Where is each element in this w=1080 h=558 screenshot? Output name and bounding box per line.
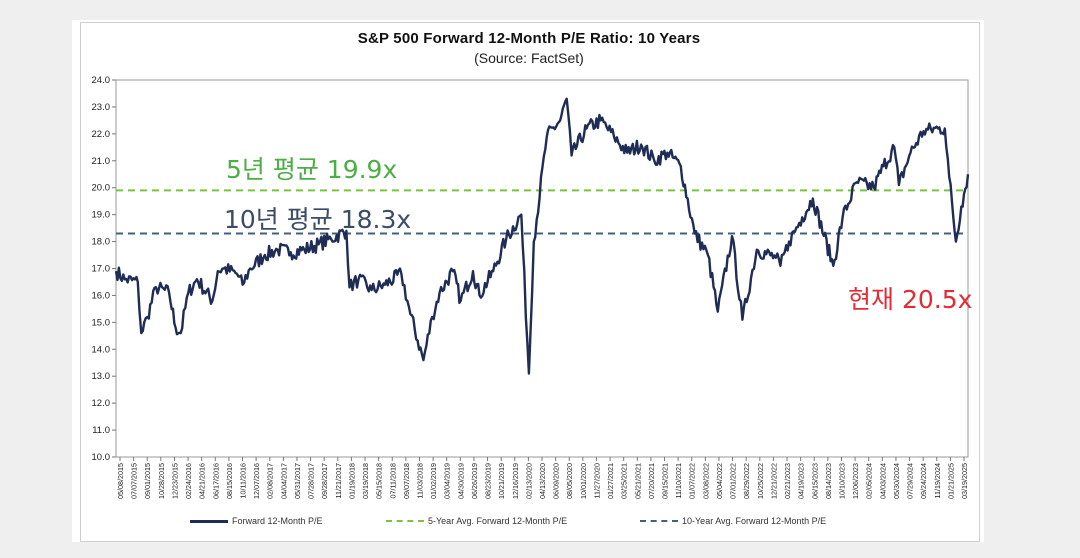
five-year-average-annotation: 5년 평균 19.9x (226, 155, 398, 184)
x-tick-label: 08/29/2022 (742, 463, 751, 499)
current-value-annotation: 현재 20.5x (848, 285, 973, 314)
legend-swatch-10y-average (640, 520, 678, 522)
y-tick-label: 19.0 (92, 210, 111, 221)
x-tick-label: 04/21/2016 (198, 463, 207, 499)
y-tick-label: 15.0 (92, 317, 111, 328)
x-tick-label: 03/19/2025 (960, 463, 969, 499)
y-tick-label: 22.0 (92, 129, 111, 140)
x-tick-label: 11/21/2017 (334, 463, 343, 498)
x-tick-label: 01/21/2025 (946, 463, 955, 499)
y-tick-label: 12.0 (92, 398, 111, 409)
x-tick-label: 07/28/2017 (307, 463, 316, 499)
legend-swatch-forward-pe (190, 519, 228, 523)
x-tick-label: 12/23/2015 (170, 463, 179, 499)
x-tick-label: 12/06/2023 (851, 463, 860, 499)
x-tick-label: 07/07/2015 (130, 463, 139, 499)
x-tick-label: 06/15/2023 (810, 463, 819, 499)
legend-item-forward-pe: Forward 12-Month P/E (190, 516, 323, 526)
y-tick-label: 18.0 (92, 237, 111, 248)
x-tick-label: 12/16/2019 (511, 463, 520, 499)
chart-subtitle: (Source: FactSet) (474, 50, 584, 66)
x-tick-label: 11/03/2018 (415, 463, 424, 498)
x-tick-label: 02/05/2024 (865, 463, 874, 499)
forward-pe-line (114, 97, 970, 375)
y-tick-label: 14.0 (92, 344, 111, 355)
x-tick-label: 09/28/2017 (320, 463, 329, 499)
legend-label-10y-average: 10-Year Avg. Forward 12-Month P/E (682, 516, 827, 526)
plot-area (115, 79, 969, 458)
x-tick-label: 10/01/2020 (579, 463, 588, 499)
x-tick-label: 04/30/2019 (456, 463, 465, 499)
x-tick-label: 09/07/2018 (402, 463, 411, 499)
legend-item-10y-average: 10-Year Avg. Forward 12-Month P/E (640, 516, 826, 526)
x-tick-label: 01/27/2021 (606, 463, 615, 499)
x-tick-label: 03/19/2018 (361, 463, 370, 499)
x-tick-label: 10/21/2019 (497, 463, 506, 499)
x-tick-label: 08/23/2019 (484, 463, 493, 499)
x-tick-label: 07/20/2021 (647, 463, 656, 499)
chart-frame (80, 22, 980, 542)
x-tick-label: 05/08/2015 (116, 463, 125, 499)
x-tick-label: 03/25/2021 (620, 463, 629, 499)
x-tick-label: 02/21/2023 (783, 463, 792, 499)
x-tick-label: 05/15/2018 (375, 463, 384, 499)
x-tick-label: 05/21/2021 (633, 463, 642, 499)
x-tick-label: 03/08/2022 (701, 463, 710, 499)
x-tick-label: 11/27/2020 (592, 463, 601, 498)
x-tick-label: 09/15/2021 (661, 463, 670, 499)
y-tick-label: 13.0 (92, 371, 111, 382)
x-tick-label: 03/04/2019 (443, 463, 452, 499)
x-tick-label: 11/10/2021 (674, 463, 683, 498)
legend-label-forward-pe: Forward 12-Month P/E (232, 516, 323, 526)
x-tick-label: 12/21/2022 (769, 463, 778, 499)
y-tick-label: 21.0 (92, 156, 111, 167)
y-tick-label: 10.0 (92, 452, 111, 463)
x-tick-label: 09/24/2024 (919, 463, 928, 499)
x-tick-label: 04/19/2023 (797, 463, 806, 499)
x-tick-label: 09/01/2015 (143, 463, 152, 499)
x-tick-label: 10/28/2015 (157, 463, 166, 499)
legend-swatch-5y-average (386, 520, 424, 522)
x-tick-label: 10/25/2022 (756, 463, 765, 499)
x-tick-label: 04/03/2024 (878, 463, 887, 499)
x-tick-label: 02/24/2016 (184, 463, 193, 499)
x-tick-label: 01/07/2022 (688, 463, 697, 499)
y-tick-label: 17.0 (92, 264, 111, 275)
x-tick-label: 07/29/2024 (906, 463, 915, 499)
x-tick-label: 10/11/2016 (239, 463, 248, 498)
y-tick-label: 16.0 (92, 290, 111, 301)
y-tick-label: 24.0 (92, 75, 111, 86)
chart-legend: Forward 12-Month P/E 5-Year Avg. Forward… (190, 516, 950, 532)
legend-label-5y-average: 5-Year Avg. Forward 12-Month P/E (428, 516, 568, 526)
x-tick-label: 05/31/2017 (293, 463, 302, 499)
y-tick-label: 20.0 (92, 183, 111, 194)
x-tick-label: 08/14/2023 (824, 463, 833, 499)
x-tick-label: 02/13/2020 (524, 463, 533, 499)
x-tick-label: 04/04/2017 (279, 463, 288, 499)
x-tick-label: 12/07/2016 (252, 463, 261, 499)
ten-year-average-annotation: 10년 평균 18.3x (224, 205, 412, 234)
x-tick-label: 08/15/2016 (225, 463, 234, 499)
x-tick-label: 06/26/2019 (470, 463, 479, 499)
legend-item-5y-average: 5-Year Avg. Forward 12-Month P/E (386, 516, 567, 526)
x-tick-label: 08/05/2020 (565, 463, 574, 499)
x-tick-label: 05/30/2024 (892, 463, 901, 499)
x-tick-label: 11/19/2024 (933, 463, 942, 498)
x-tick-label: 07/11/2018 (388, 463, 397, 498)
chart-title: S&P 500 Forward 12-Month P/E Ratio: 10 Y… (357, 30, 701, 47)
x-tick-label: 06/09/2020 (552, 463, 561, 499)
y-tick-label: 11.0 (92, 425, 110, 436)
x-tick-label: 05/04/2022 (715, 463, 724, 499)
x-tick-label: 06/17/2016 (211, 463, 220, 499)
y-tick-label: 23.0 (92, 102, 111, 113)
x-tick-label: 02/08/2017 (266, 463, 275, 499)
x-tick-label: 10/10/2023 (837, 463, 846, 499)
x-tick-label: 07/01/2022 (729, 463, 738, 499)
x-tick-label: 01/02/2019 (429, 463, 438, 499)
x-tick-label: 04/13/2020 (538, 463, 547, 499)
x-tick-label: 01/19/2018 (347, 463, 356, 499)
